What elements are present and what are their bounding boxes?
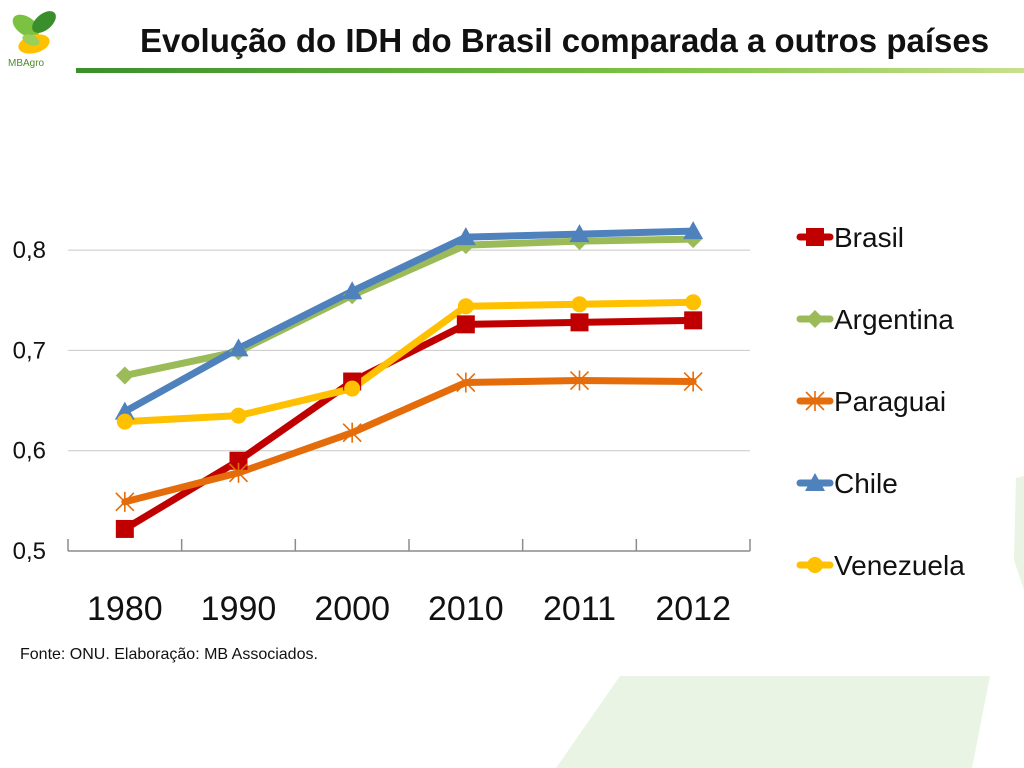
data-point-chile [569, 224, 590, 243]
data-point-brasil [684, 311, 703, 330]
data-point-venezuela [457, 298, 474, 315]
y-tick-label: 0,7 [13, 337, 46, 364]
legend-marker-paraguai [805, 391, 825, 411]
x-tick-label: 1980 [87, 590, 163, 628]
series-line-paraguai [121, 377, 697, 506]
data-point-chile [114, 401, 135, 420]
data-point-venezuela [230, 407, 247, 424]
decorative-green-shape [556, 676, 990, 768]
data-point-chile [228, 338, 249, 357]
data-point-brasil [229, 451, 248, 470]
data-point-venezuela [571, 296, 588, 313]
data-point-venezuela [344, 380, 361, 397]
data-point-paraguai [228, 462, 249, 483]
data-point-paraguai [115, 491, 135, 512]
legend-marker-brasil [806, 228, 824, 246]
y-tick-label: 0,5 [13, 538, 46, 565]
data-point-paraguai [342, 422, 362, 443]
series-line-venezuela [121, 298, 697, 426]
x-tick-label: 2012 [655, 590, 731, 628]
legend-marker-argentina [806, 310, 824, 328]
y-axis-tick-labels: 0,5 0,6 0,7 0,8 [13, 237, 46, 565]
source-note: Fonte: ONU. Elaboração: MB Associados. [20, 646, 318, 663]
x-axis [67, 539, 751, 552]
series-line-brasil [121, 316, 697, 533]
legend-label-argentina: Argentina [834, 304, 954, 335]
legend: Brasil Argentina Paraguai Chile Venezuela [796, 222, 965, 581]
data-point-brasil [570, 313, 589, 332]
data-point-chile [342, 281, 363, 300]
data-point-brasil [115, 519, 134, 538]
legend-marker-venezuela [807, 557, 823, 573]
x-tick-label: 2011 [543, 590, 616, 628]
x-axis-tick-labels: 1980 1990 2000 2010 2011 2012 [87, 590, 731, 628]
legend-item-paraguai: Paraguai [796, 386, 946, 417]
logo-text: MBAgro [8, 58, 45, 69]
legend-item-argentina: Argentina [796, 304, 954, 335]
data-point-paraguai [569, 370, 590, 391]
x-tick-label: 2010 [428, 590, 504, 628]
data-point-paraguai [456, 372, 476, 393]
data-point-venezuela [116, 413, 133, 430]
legend-label-chile: Chile [834, 468, 898, 499]
data-point-paraguai [683, 371, 703, 392]
data-point-brasil [456, 315, 475, 334]
data-point-venezuela [685, 294, 702, 311]
legend-label-paraguai: Paraguai [834, 386, 946, 417]
page-title: Evolução do IDH do Brasil comparada a ou… [140, 22, 990, 59]
legend-label-brasil: Brasil [834, 222, 904, 253]
series-lines [121, 227, 697, 533]
legend-label-venezuela: Venezuela [834, 550, 965, 581]
legend-item-venezuela: Venezuela [796, 550, 965, 581]
mbagro-logo [12, 11, 56, 54]
legend-item-brasil: Brasil [796, 222, 904, 253]
data-point-chile [455, 227, 476, 246]
series-line-chile [121, 227, 697, 416]
hdi-line-chart: 0,5 0,6 0,7 0,8 1980 1990 2000 2010 2011 2012 Br… [13, 221, 965, 628]
series-markers [114, 221, 704, 538]
x-tick-label: 2000 [314, 590, 390, 628]
data-point-chile [683, 221, 704, 240]
data-point-argentina [115, 366, 134, 385]
legend-marker-chile [805, 473, 825, 491]
title-divider [76, 68, 1024, 73]
y-tick-label: 0,6 [13, 438, 46, 465]
x-tick-label: 1990 [201, 590, 277, 628]
legend-item-chile: Chile [796, 468, 898, 499]
y-tick-label: 0,8 [13, 237, 46, 264]
